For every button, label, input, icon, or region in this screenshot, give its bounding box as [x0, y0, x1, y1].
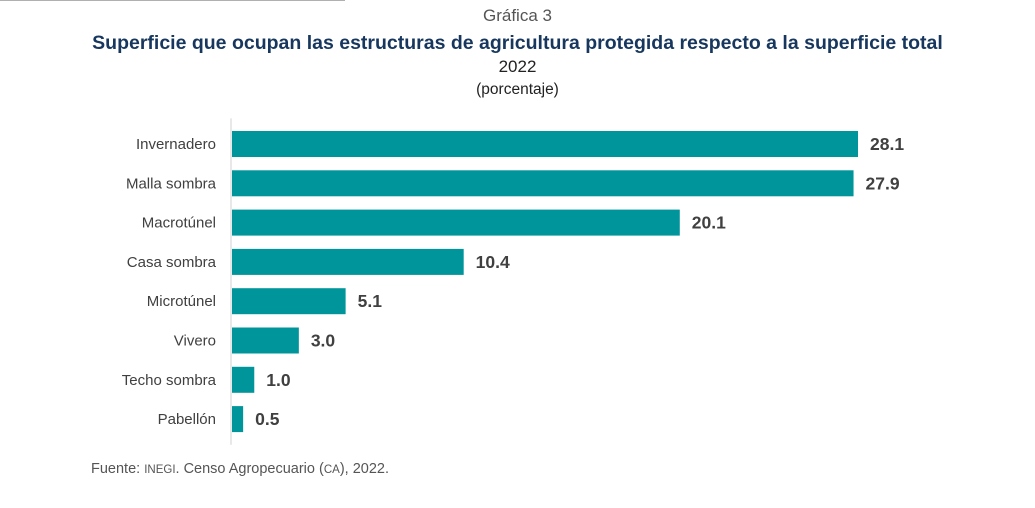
category-label-invernadero: Invernadero: [136, 136, 216, 153]
category-label-pabellon: Pabellón: [158, 411, 216, 428]
value-label-pabellon: 0.5: [255, 409, 280, 429]
source-note: Fuente: INEGI. Censo Agropecuario (CA), …: [91, 461, 389, 477]
category-label-microtunel: Microtúnel: [147, 293, 216, 310]
chart-unit: (porcentaje): [476, 81, 559, 98]
figure-label: Gráfica 3: [483, 6, 552, 25]
bar-pabellon: [232, 406, 244, 433]
bar-vivero: [232, 327, 299, 354]
value-label-invernadero: 28.1: [870, 134, 904, 154]
source-prefix: Fuente:: [91, 461, 145, 477]
bar-techo-sombra: [232, 366, 255, 393]
bar-casa-sombra: [232, 248, 464, 275]
source-abbr: CA: [323, 464, 340, 476]
source-mid: . Censo Agropecuario (: [175, 461, 324, 477]
chart-title: Superficie que ocupan las estructuras de…: [92, 32, 943, 54]
bar-microtunel: [232, 288, 346, 315]
source-org: INEGI: [144, 464, 176, 476]
value-label-vivero: 3.0: [311, 331, 336, 351]
value-label-microtunel: 5.1: [358, 291, 383, 311]
source-suffix: ), 2022.: [339, 461, 389, 477]
chart-year: 2022: [498, 57, 537, 76]
category-label-macrotunel: Macrotúnel: [142, 215, 216, 232]
value-label-malla-sombra: 27.9: [866, 173, 900, 193]
value-label-techo-sombra: 1.0: [266, 370, 291, 390]
category-label-casa-sombra: Casa sombra: [127, 254, 217, 271]
value-label-macrotunel: 20.1: [692, 213, 726, 233]
top-rule: [0, 0, 345, 1]
bar-invernadero: [232, 131, 858, 157]
value-label-casa-sombra: 10.4: [476, 252, 510, 272]
bar-malla-sombra: [232, 170, 854, 197]
category-label-vivero: Vivero: [174, 333, 216, 350]
category-label-malla-sombra: Malla sombra: [126, 175, 217, 192]
category-label-techo-sombra: Techo sombra: [122, 372, 217, 389]
bar-macrotunel: [232, 209, 680, 236]
